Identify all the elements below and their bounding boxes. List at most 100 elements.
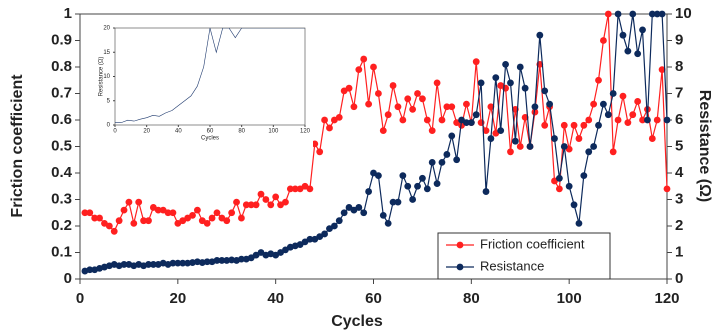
series-marker (531, 108, 539, 116)
series-marker (453, 156, 461, 164)
series-marker (575, 219, 583, 227)
x-tick-label: 60 (207, 129, 214, 135)
series-marker (164, 209, 172, 217)
series-marker (526, 143, 534, 150)
series-marker (507, 79, 514, 87)
series-marker (233, 198, 240, 206)
series-marker (658, 66, 666, 74)
series-marker (624, 47, 632, 55)
series-marker (355, 204, 363, 211)
series-marker (355, 66, 363, 74)
x-tick-label: 100 (268, 129, 279, 135)
y2-tick-label: 10 (675, 5, 692, 22)
series-marker (247, 201, 255, 209)
series-marker (282, 198, 289, 206)
series-marker (443, 151, 451, 158)
series-marker (394, 198, 402, 206)
inset-y-label: Resistance (Ω) (99, 57, 105, 97)
y2-tick-label: 6 (675, 111, 683, 128)
series-marker (438, 116, 446, 124)
series-marker (634, 98, 642, 105)
legend-marker (456, 241, 464, 249)
series-marker (404, 95, 412, 103)
x-tick-label: 20 (143, 129, 150, 135)
series-marker (321, 230, 328, 238)
series-marker (238, 214, 245, 222)
legend-label: Friction coefficient (480, 236, 585, 251)
series-marker (306, 185, 314, 193)
series-marker (482, 127, 490, 134)
y2-tick-label: 1 (675, 243, 683, 260)
series-marker (115, 217, 123, 225)
series-marker (663, 185, 671, 193)
series-marker (174, 259, 182, 267)
series-marker (414, 182, 421, 190)
series-marker (340, 209, 348, 217)
inset-x-label: Cycles (201, 136, 219, 142)
series-marker (644, 116, 651, 124)
series-marker (379, 127, 387, 134)
series-marker (414, 90, 421, 97)
series-marker (267, 201, 275, 209)
series-marker (590, 143, 598, 150)
series-marker (238, 255, 245, 263)
series-marker (541, 121, 549, 129)
series-marker (360, 55, 368, 63)
series-marker (384, 219, 392, 227)
series-marker (316, 148, 324, 156)
series-marker (194, 206, 201, 214)
series-marker (614, 116, 622, 124)
series-marker (600, 100, 607, 108)
series-marker (145, 217, 152, 225)
x-tick-label: 80 (238, 129, 245, 135)
series-marker (570, 121, 578, 129)
y-tick-label: 5 (107, 98, 111, 104)
series-marker (472, 58, 480, 66)
series-marker (619, 31, 627, 39)
series-marker (467, 119, 475, 127)
series-marker (149, 261, 157, 268)
series-marker (399, 116, 407, 124)
y2-tick-label: 4 (675, 164, 684, 181)
x-tick-label: 0 (113, 129, 117, 135)
series-marker (423, 185, 431, 193)
series-marker (629, 111, 637, 119)
series-marker (477, 79, 485, 87)
series-marker (600, 37, 607, 44)
legend-marker (456, 263, 464, 271)
series-marker (555, 174, 563, 182)
series-marker (609, 148, 617, 156)
series-marker (463, 100, 470, 108)
series-marker (663, 116, 671, 124)
series-marker (502, 60, 509, 68)
series-marker (614, 10, 622, 18)
series-marker (658, 10, 666, 18)
y-axis-label: Friction coefficient (9, 74, 26, 218)
series-marker (365, 100, 373, 108)
series-marker (105, 222, 113, 230)
series-marker (541, 87, 549, 95)
plot-area (81, 10, 671, 275)
series-marker (120, 261, 128, 268)
series-marker (629, 10, 637, 18)
series-marker (428, 159, 436, 166)
series-marker (419, 174, 426, 182)
y-tick-label: 15 (103, 50, 110, 56)
series-marker (203, 219, 211, 227)
series-marker (286, 185, 294, 193)
series-marker (639, 116, 646, 124)
series-marker (242, 201, 250, 209)
series-marker (213, 257, 221, 264)
y-tick-label: 0.2 (51, 217, 72, 234)
series-marker (345, 84, 353, 92)
series-marker (433, 180, 441, 188)
series-marker (443, 103, 451, 111)
series-marker (511, 137, 519, 145)
series-marker (560, 143, 568, 150)
series-marker (487, 135, 495, 142)
series-marker (140, 217, 147, 225)
series-marker (448, 132, 456, 140)
series-marker (585, 148, 593, 156)
series-marker (472, 111, 480, 119)
series-line (115, 28, 305, 123)
